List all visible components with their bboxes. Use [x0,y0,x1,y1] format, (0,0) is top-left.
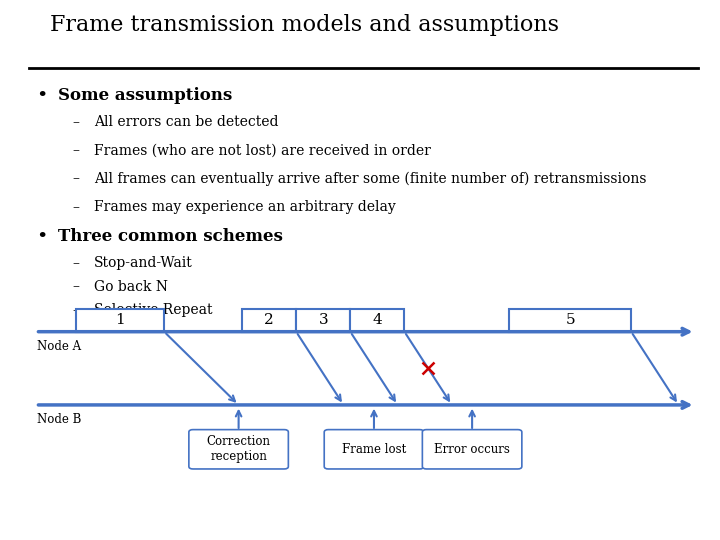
Text: –: – [72,115,79,129]
Text: Frames (who are not lost) are received in order: Frames (who are not lost) are received i… [94,143,431,157]
Text: Error occurs: Error occurs [434,443,510,456]
FancyBboxPatch shape [509,309,631,332]
Text: Go back N: Go back N [94,280,168,294]
Text: 3: 3 [318,313,328,327]
Text: Correction
reception: Correction reception [207,435,271,463]
FancyBboxPatch shape [351,309,405,332]
Text: Frame lost: Frame lost [342,443,406,456]
Text: 4: 4 [372,313,382,327]
Text: All errors can be detected: All errors can be detected [94,115,278,129]
Text: Three common schemes: Three common schemes [58,228,282,245]
Text: –: – [72,172,79,185]
FancyBboxPatch shape [189,430,288,469]
FancyBboxPatch shape [324,430,423,469]
Text: –: – [72,280,79,294]
Text: –: – [72,143,79,157]
Text: Some assumptions: Some assumptions [58,87,232,104]
Text: Frame transmission models and assumptions: Frame transmission models and assumption… [50,14,559,36]
Text: Node B: Node B [37,413,81,426]
Text: •: • [36,87,48,105]
Text: All frames can eventually arrive after some (finite number of) retransmissions: All frames can eventually arrive after s… [94,172,646,186]
Text: Stop-and-Wait: Stop-and-Wait [94,256,192,270]
FancyBboxPatch shape [242,309,296,332]
Text: –: – [72,200,79,214]
Text: Communication Networks: Communication Networks [279,513,441,526]
Text: Selective Repeat: Selective Repeat [94,303,212,317]
Text: 1: 1 [115,313,125,327]
FancyBboxPatch shape [76,309,164,332]
FancyBboxPatch shape [423,430,522,469]
Text: –: – [72,256,79,270]
Text: 2: 2 [264,313,274,327]
Text: 3: 3 [690,513,698,526]
Text: Frames may experience an arbitrary delay: Frames may experience an arbitrary delay [94,200,395,214]
Text: •: • [36,228,48,246]
Text: –: – [72,303,79,317]
Text: 5: 5 [565,313,575,327]
FancyBboxPatch shape [296,309,351,332]
Text: Node A: Node A [37,340,81,353]
